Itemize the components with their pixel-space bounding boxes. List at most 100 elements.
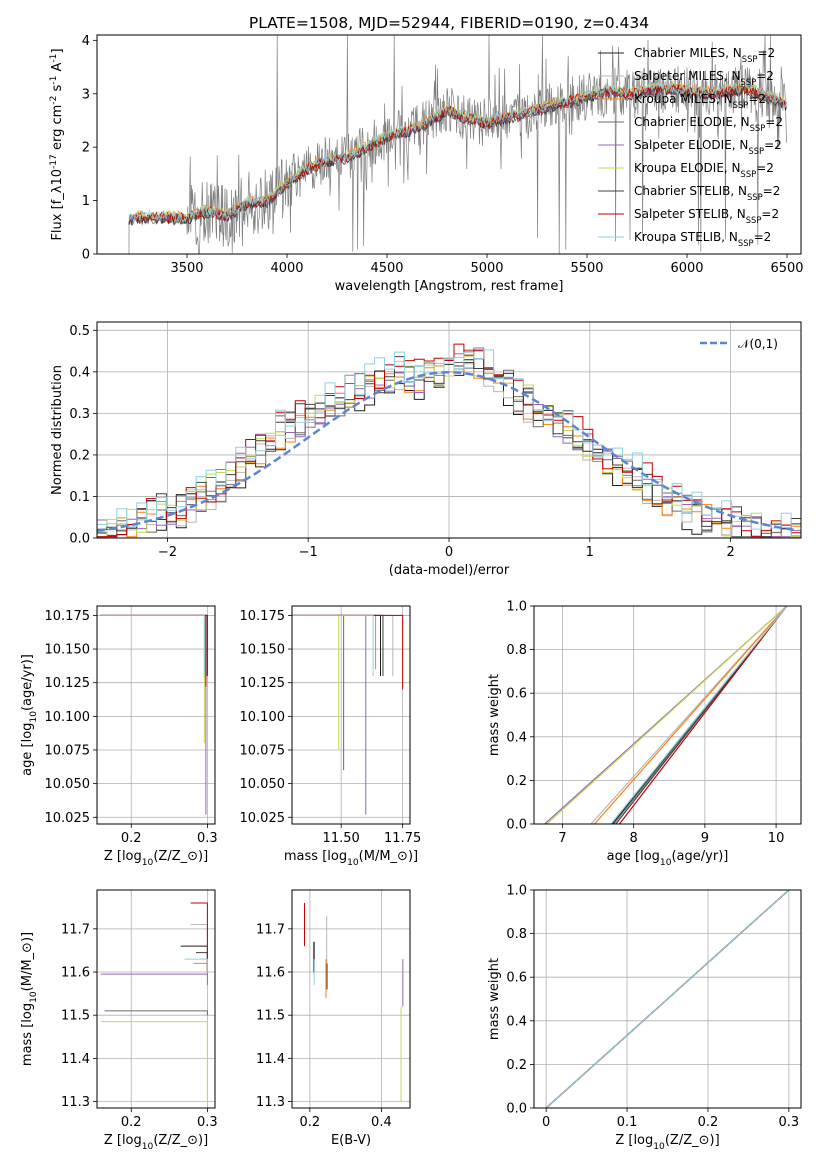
panel-spectrum: 3500 4000 4500 5000 5500 6000 6500 0 1 2 3 4 wavelen… <box>49 34 804 294</box>
step-line-0 <box>292 614 381 676</box>
x-tick-label: 8 <box>630 831 638 846</box>
step-line-8 <box>100 614 205 676</box>
step-line-2 <box>292 614 377 670</box>
y-tick-label: 10.100 <box>45 710 91 725</box>
y-tick-label: 10.125 <box>45 676 91 691</box>
panel-residuals: −2 −1 0 1 2 0.0 0.1 0.2 0.3 0.4 0.5 (data-model)/er… <box>50 321 802 578</box>
y-tick-label: 0.4 <box>69 365 90 380</box>
x-tick-label: 0.1 <box>617 1115 638 1130</box>
gaussian-curve <box>97 371 799 532</box>
step-line-7 <box>190 902 208 973</box>
y-tick-label: 0.2 <box>69 448 90 463</box>
step-line-3 <box>292 614 345 771</box>
weight-line-8 <box>610 606 788 824</box>
legend-label-1: Salpeter MILES, NSSP=2 <box>634 69 774 87</box>
x-axis-label: E(B-V) <box>331 1133 371 1148</box>
step-line-8 <box>292 614 374 676</box>
x-tick-label: 0.4 <box>371 1115 392 1130</box>
legend-label-gauss: 𝒩(0,1) <box>738 337 778 351</box>
legend-label-4: Salpeter ELODIE, NSSP=2 <box>634 138 782 156</box>
x-tick-label: 1 <box>586 545 594 560</box>
step-line-1 <box>190 924 208 973</box>
legend-label-6: Chabrier STELIB, NSSP=2 <box>634 184 780 202</box>
y-tick-label: 2 <box>82 141 90 156</box>
step-line-4 <box>100 973 208 985</box>
plot-area <box>97 322 801 538</box>
y-tick-label: 10.025 <box>45 811 91 826</box>
x-tick-label: 2 <box>726 545 734 560</box>
y-tick-label: 10.025 <box>240 811 286 826</box>
legend-label-2: Kroupa MILES, NSSP=2 <box>634 92 766 110</box>
x-tick-label: 0.2 <box>121 1115 142 1130</box>
axes-frame <box>96 34 802 255</box>
legend-label-5: Kroupa ELODIE, NSSP=2 <box>634 161 774 179</box>
step-line-6 <box>292 614 384 676</box>
step-line-3 <box>100 614 208 676</box>
x-axis-label: wavelength [Angstrom, rest frame] <box>335 279 564 294</box>
y-tick-label: 10.175 <box>240 609 286 624</box>
y-tick-label: 10.050 <box>45 777 91 792</box>
y-tick-label: 10.050 <box>240 777 286 792</box>
plot-area <box>97 606 215 824</box>
x-tick-label: −2 <box>158 545 177 560</box>
y-tick-label: 0.0 <box>506 818 527 833</box>
y-tick-label: 3 <box>82 87 90 102</box>
x-tick-label: −1 <box>299 545 318 560</box>
weight-line-7 <box>618 606 788 824</box>
y-tick-label: 1.0 <box>506 600 527 615</box>
step-line-6 <box>100 614 208 676</box>
y-tick-label: 11.4 <box>61 1052 90 1067</box>
x-tick-label: 5500 <box>570 261 603 276</box>
x-tick-label: 0 <box>542 1115 550 1130</box>
y-tick-label: 10.150 <box>240 643 286 658</box>
step-line-1 <box>100 614 207 676</box>
y-tick-label: 11.4 <box>256 1052 285 1067</box>
model-spectrum-7 <box>128 83 787 225</box>
x-tick-label: 6500 <box>770 261 803 276</box>
panel-age-vs-mass: 11.50 11.75 10.025 10.050 10.075 10.100 10.125… <box>240 605 421 868</box>
y-tick-label: 10.075 <box>240 743 286 758</box>
x-axis-label: (data-model)/error <box>389 563 510 578</box>
y-tick-label: 11.6 <box>61 966 90 981</box>
x-tick-label: 11.75 <box>384 831 421 846</box>
y-tick-label: 0.6 <box>506 971 527 986</box>
x-tick-label: 5000 <box>470 261 503 276</box>
plot-area <box>292 890 410 1108</box>
x-tick-label: 0.3 <box>779 1115 800 1130</box>
y-tick-label: 10.150 <box>45 643 91 658</box>
panel-mass-weight-vs-Z: 0 0.1 0.2 0.3 0.0 0.2 0.4 0.6 0.8 1.0 Z [log10(Z/Z… <box>487 884 802 1152</box>
x-tick-label: 9 <box>701 831 709 846</box>
x-tick-label: 7 <box>558 831 566 846</box>
x-tick-label: 10 <box>768 831 785 846</box>
y-tick-label: 11.5 <box>61 1009 90 1024</box>
x-tick-label: 0.2 <box>698 1115 719 1130</box>
step-line-1 <box>292 614 394 676</box>
y-tick-label: 0.0 <box>506 1102 527 1117</box>
x-axis-label: mass [log10(M/M_⊙)] <box>284 849 418 868</box>
panel-mass-vs-Z: 0.2 0.3 11.3 11.4 11.5 11.6 11.7 Z [log10(Z/Z_⊙… <box>20 889 218 1152</box>
y-tick-label: 11.3 <box>61 1095 90 1110</box>
x-axis-label: age [log10(age/yr)] <box>607 849 729 868</box>
y-axis-label: mass [log10(M/M_⊙)] <box>20 932 39 1066</box>
step-line-6 <box>195 952 208 973</box>
step-line-7 <box>292 614 404 690</box>
axes-frame <box>291 605 411 825</box>
axes-frame <box>533 889 802 1109</box>
step-line-4 <box>100 614 207 815</box>
y-tick-label: 0.2 <box>506 1058 527 1073</box>
y-axis-label: Normed distribution <box>50 365 65 495</box>
panel-mass-weight-vs-age: 7 8 9 10 0.0 0.2 0.4 0.6 0.8 1.0 age [log10(age/yr… <box>487 600 802 868</box>
x-tick-label: 6000 <box>670 261 703 276</box>
axes-frame <box>291 889 411 1109</box>
x-axis-label: Z [log10(Z/Z_⊙)] <box>615 1133 719 1152</box>
y-tick-label: 0.0 <box>69 532 90 547</box>
y-tick-label: 11.7 <box>256 922 285 937</box>
axes-frame <box>96 605 216 825</box>
x-tick-label: 4000 <box>270 261 303 276</box>
y-tick-label: 10.100 <box>240 710 286 725</box>
weight-line-5 <box>546 606 788 824</box>
y-tick-label: 4 <box>82 34 90 49</box>
panel-age-vs-Z: 0.2 0.3 10.025 10.050 10.075 10.100 10.125 10.1… <box>20 605 218 868</box>
histogram-3 <box>97 349 801 538</box>
